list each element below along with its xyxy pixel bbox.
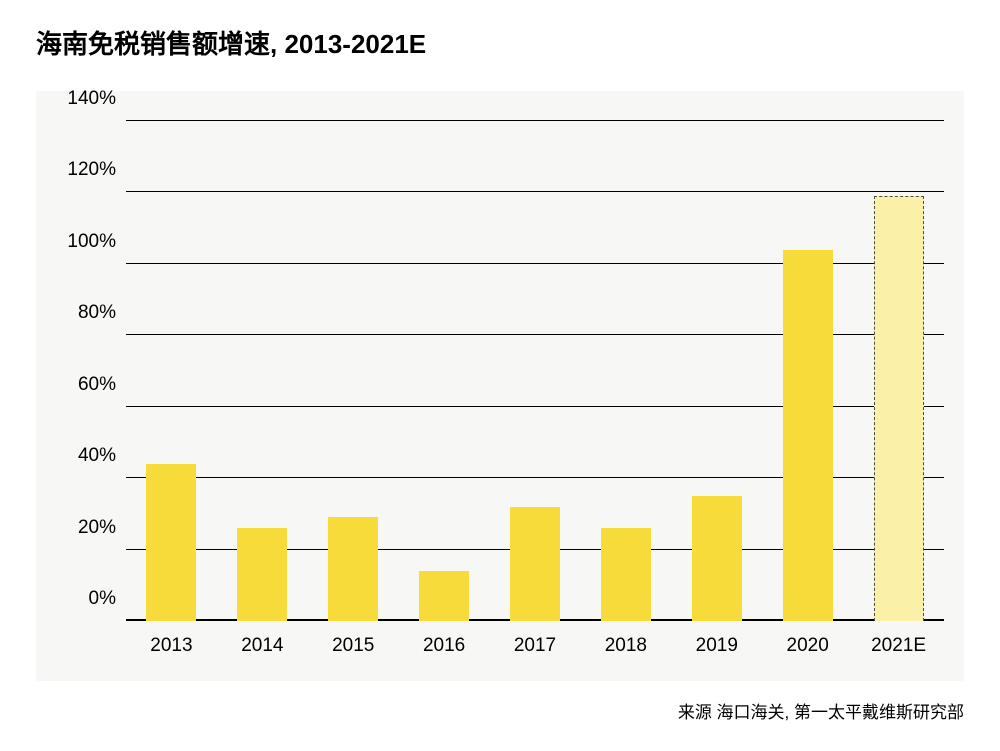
y-tick-label: 0% bbox=[89, 588, 126, 610]
plot-area: 0%20%40%60%80%100%120%140%20132014201520… bbox=[126, 121, 944, 621]
gridline bbox=[126, 120, 944, 121]
bar bbox=[510, 507, 560, 621]
x-tick-label: 2018 bbox=[605, 621, 647, 657]
y-tick-label: 60% bbox=[78, 374, 126, 396]
x-tick-label: 2016 bbox=[423, 621, 465, 657]
y-tick-label: 20% bbox=[78, 517, 126, 539]
x-tick-label: 2017 bbox=[514, 621, 556, 657]
x-tick-label: 2014 bbox=[241, 621, 283, 657]
gridline bbox=[126, 191, 944, 192]
bar bbox=[783, 250, 833, 621]
y-tick-label: 120% bbox=[67, 159, 126, 181]
x-tick-label: 2019 bbox=[696, 621, 738, 657]
bar bbox=[146, 464, 196, 621]
bar bbox=[237, 528, 287, 621]
x-tick-label: 2021E bbox=[871, 621, 926, 657]
y-tick-label: 80% bbox=[78, 302, 126, 324]
page-root: 海南免税销售额增速, 2013-2021E 0% 20% 40% 60% 80% 100%… bbox=[0, 0, 1000, 751]
y-tick-label: 100% bbox=[67, 231, 126, 253]
x-tick-label: 2015 bbox=[332, 621, 374, 657]
bar bbox=[601, 528, 651, 621]
source-caption: 来源 海口海关, 第一太平戴维斯研究部 bbox=[678, 698, 964, 723]
y-tick-label: 40% bbox=[78, 445, 126, 467]
x-tick-label: 2013 bbox=[150, 621, 192, 657]
bar bbox=[419, 571, 469, 621]
bar bbox=[692, 496, 742, 621]
chart-title: 海南免税销售额增速, 2013-2021E bbox=[36, 24, 964, 61]
bar bbox=[328, 517, 378, 621]
chart-frame: 0% 20% 40% 60% 80% 100% 120% 140% 2013 2014 2015 20… bbox=[36, 91, 964, 681]
bar bbox=[874, 196, 924, 621]
x-tick-label: 2020 bbox=[787, 621, 829, 657]
y-tick-label: 140% bbox=[67, 88, 126, 110]
